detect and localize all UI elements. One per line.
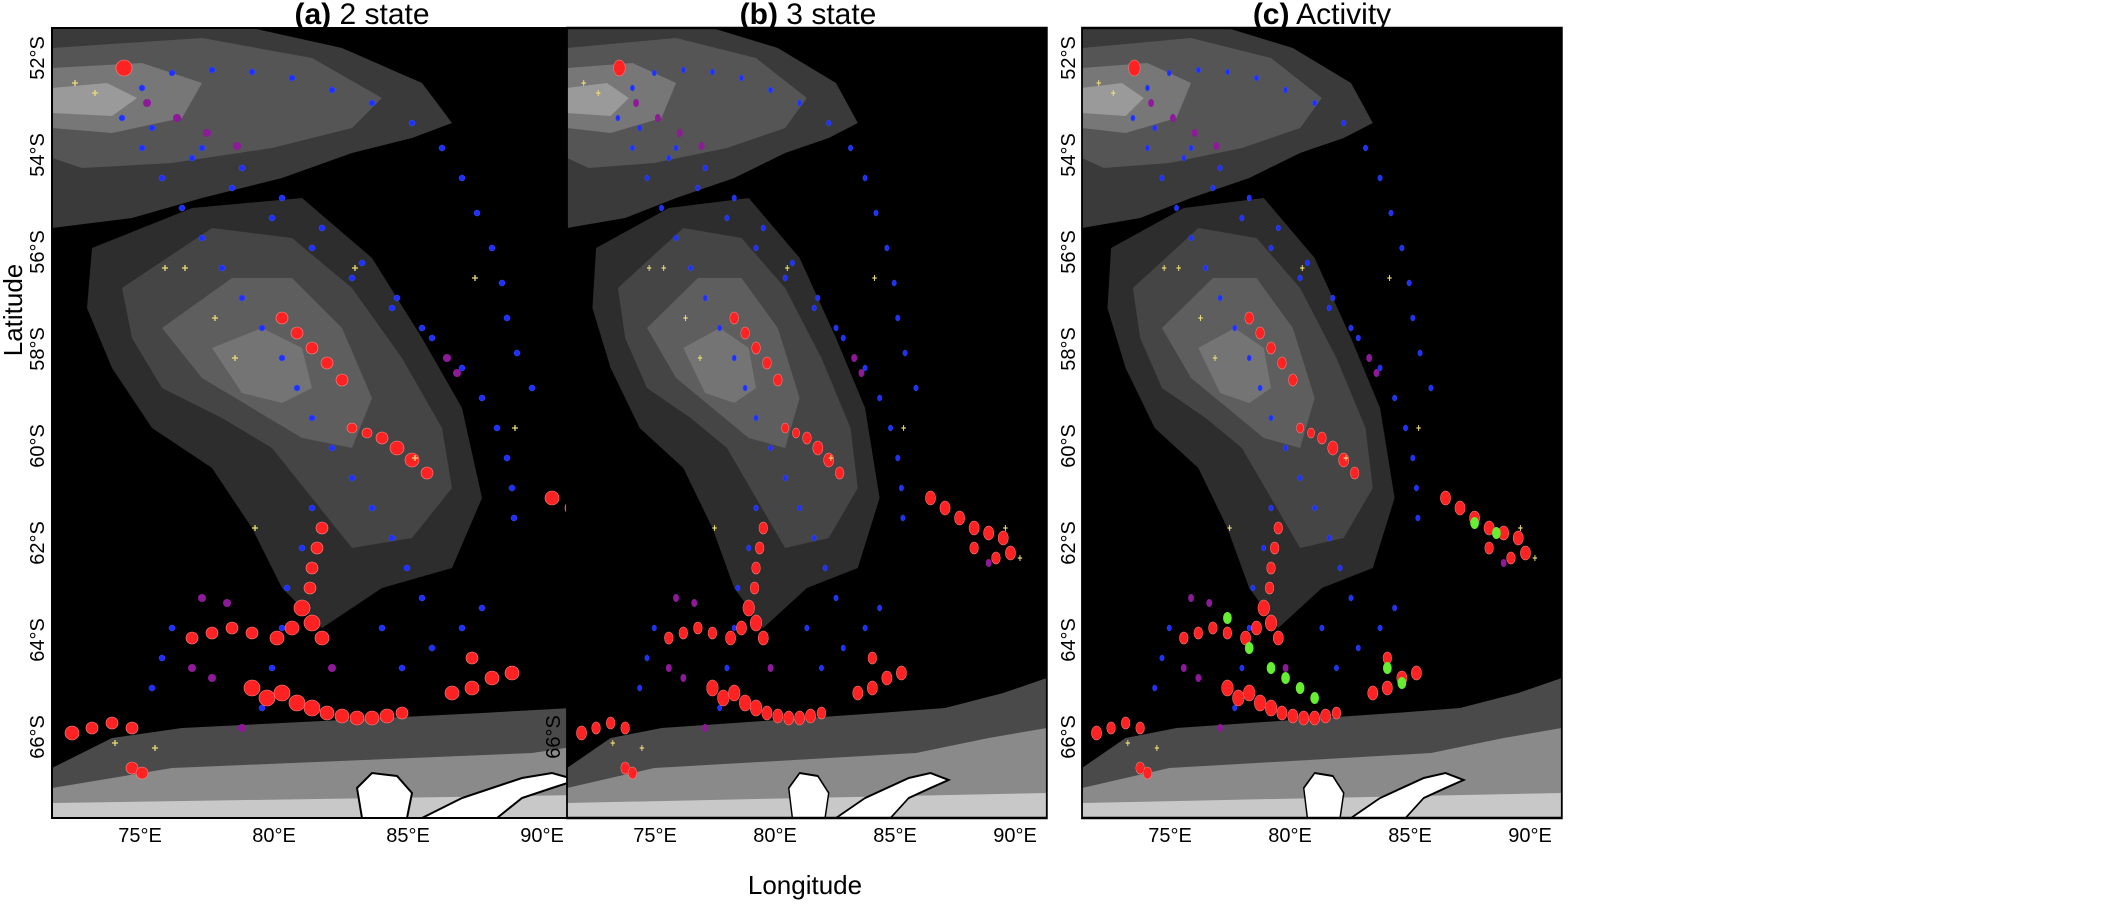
svg-text:85°E: 85°E bbox=[873, 825, 917, 847]
svg-text:75°E: 75°E bbox=[118, 825, 162, 847]
svg-text:52°S: 52°S bbox=[1058, 36, 1080, 80]
svg-text:60°S: 60°S bbox=[1058, 424, 1080, 468]
svg-text:85°E: 85°E bbox=[386, 825, 430, 847]
panel-title-a: (a) 2 state bbox=[294, 0, 429, 31]
svg-text:56°S: 56°S bbox=[27, 230, 49, 274]
panel-title-b: (b) 3 state bbox=[740, 0, 877, 31]
x-tick-labels-c: 75°E 80°E 85°E 90°E bbox=[1148, 825, 1552, 847]
svg-text:75°E: 75°E bbox=[1148, 825, 1192, 847]
svg-text:90°E: 90°E bbox=[1508, 825, 1552, 847]
panel-title-c: (c) Activity bbox=[1253, 0, 1391, 31]
svg-text:60°S: 60°S bbox=[27, 424, 49, 468]
svg-text:62°S: 62°S bbox=[27, 521, 49, 565]
svg-text:66°S: 66°S bbox=[27, 715, 49, 759]
panel-c: (c) Activity bbox=[1081, 0, 1563, 820]
svg-text:58°S: 58°S bbox=[27, 327, 49, 371]
svg-text:54°S: 54°S bbox=[27, 133, 49, 177]
y-tick-labels-b: 52°S 54°S 56°S 58°S 60°S 62°S 64°S 66°S bbox=[543, 36, 565, 759]
x-tick-labels-b: 75°E 80°E 85°E 90°E bbox=[633, 825, 1037, 847]
svg-text:64°S: 64°S bbox=[27, 618, 49, 662]
svg-text:64°S: 64°S bbox=[543, 618, 565, 662]
svg-text:52°S: 52°S bbox=[543, 36, 565, 80]
svg-text:64°S: 64°S bbox=[1058, 618, 1080, 662]
y-tick-labels-c: 52°S 54°S 56°S 58°S 60°S 62°S 64°S 66°S bbox=[1058, 36, 1080, 759]
y-axis-title: Latitude bbox=[0, 264, 28, 357]
map-frame-b bbox=[566, 26, 1048, 820]
svg-text:52°S: 52°S bbox=[27, 36, 49, 80]
x-axis-title: Longitude bbox=[748, 870, 862, 900]
y-tick-labels-a: 52°S 54°S 56°S 58°S 60°S 62°S 64°S 66°S bbox=[27, 36, 49, 759]
svg-text:75°E: 75°E bbox=[633, 825, 677, 847]
svg-text:80°E: 80°E bbox=[1268, 825, 1312, 847]
x-tick-labels-a: 75°E 80°E 85°E 90°E bbox=[118, 825, 564, 847]
svg-text:90°E: 90°E bbox=[520, 825, 564, 847]
svg-text:56°S: 56°S bbox=[543, 230, 565, 274]
svg-text:58°S: 58°S bbox=[543, 327, 565, 371]
map-frame-c bbox=[1081, 26, 1563, 820]
svg-text:85°E: 85°E bbox=[1388, 825, 1432, 847]
svg-text:58°S: 58°S bbox=[1058, 327, 1080, 371]
svg-text:56°S: 56°S bbox=[1058, 230, 1080, 274]
svg-text:66°S: 66°S bbox=[543, 715, 565, 759]
svg-text:66°S: 66°S bbox=[1058, 715, 1080, 759]
svg-text:54°S: 54°S bbox=[543, 133, 565, 177]
panel-b: (b) 3 state bbox=[566, 0, 1048, 820]
svg-text:90°E: 90°E bbox=[993, 825, 1037, 847]
svg-text:62°S: 62°S bbox=[543, 521, 565, 565]
svg-text:54°S: 54°S bbox=[1058, 133, 1080, 177]
svg-text:60°S: 60°S bbox=[543, 424, 565, 468]
svg-text:80°E: 80°E bbox=[252, 825, 296, 847]
svg-text:62°S: 62°S bbox=[1058, 521, 1080, 565]
svg-text:80°E: 80°E bbox=[753, 825, 797, 847]
